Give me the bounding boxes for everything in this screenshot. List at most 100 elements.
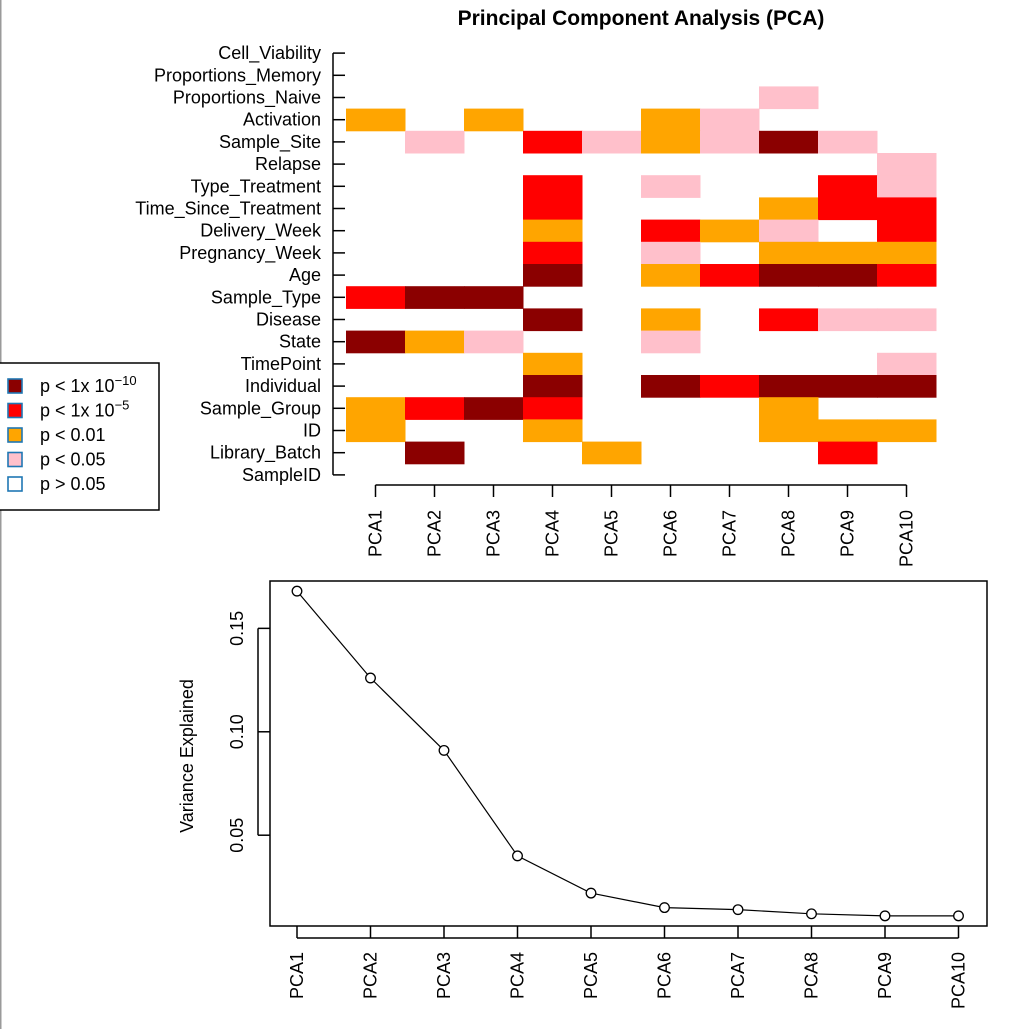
heatmap-cell <box>641 330 701 354</box>
heatmap-cell <box>464 330 524 354</box>
heatmap-cell <box>523 175 583 198</box>
heatmap-cell <box>641 175 701 198</box>
heatmap-cell <box>523 419 583 443</box>
heatmap-row-label: Type_Treatment <box>191 176 321 197</box>
legend-label: p < 0.01 <box>40 425 106 445</box>
heatmap-cell <box>877 219 937 243</box>
heatmap-cell <box>346 330 406 354</box>
legend-label: p > 0.05 <box>40 474 106 494</box>
variance-x-tick-label: PCA2 <box>361 952 381 999</box>
heatmap-y-axis: Cell_ViabilityProportions_MemoryProporti… <box>135 43 345 485</box>
heatmap-cell <box>700 264 760 287</box>
legend-swatch <box>7 427 23 443</box>
variance-point <box>438 744 450 756</box>
heatmap-cell <box>346 108 406 132</box>
legend-swatch <box>7 402 23 419</box>
heatmap-cell <box>818 375 878 398</box>
heatmap-cell <box>405 286 465 309</box>
heatmap-cell <box>641 130 701 154</box>
variance-x-tick-label: PCA8 <box>802 952 822 999</box>
heatmap-cell <box>818 419 878 443</box>
variance-point <box>879 910 891 922</box>
legend-label: p < 1x 10−5 <box>40 398 129 421</box>
heatmap-cell <box>877 308 937 332</box>
variance-y-axis: 0.05 0.10 0.15 <box>227 611 270 853</box>
variance-point <box>732 904 744 916</box>
heatmap-cell <box>759 264 819 287</box>
heatmap-cell <box>818 197 878 221</box>
heatmap-row-label: Proportions_Naive <box>173 88 321 109</box>
heatmap-cell <box>818 175 878 198</box>
heatmap-cell <box>700 375 760 398</box>
variance-x-tick-label: PCA10 <box>949 952 969 1009</box>
heatmap-cells <box>346 86 937 465</box>
heatmap-cell <box>405 397 465 420</box>
heatmap-cell <box>759 130 819 154</box>
heatmap-cell <box>877 375 937 398</box>
heatmap-cell <box>641 108 701 132</box>
heatmap-cell <box>877 175 937 198</box>
heatmap-row-label: Individual <box>245 376 321 396</box>
variance-x-tick-label: PCA7 <box>728 952 748 999</box>
heatmap-cell <box>405 330 465 354</box>
legend-label: p < 1x 10−10 <box>40 373 137 396</box>
heatmap-column-label: PCA7 <box>720 510 740 557</box>
variance-x-axis: PCA1 PCA2 PCA3 PCA4 PCA5 PCA6 PCA7 PCA8 PCA9 PCA1… <box>287 926 969 1009</box>
variance-point <box>365 672 376 684</box>
heatmap-cell <box>700 130 760 154</box>
heatmap-row-label: Pregnancy_Week <box>179 243 322 264</box>
heatmap-cell <box>877 419 937 443</box>
heatmap-row-label: Proportions_Memory <box>154 65 321 86</box>
heatmap-cell <box>759 241 819 265</box>
heatmap-cell <box>877 241 937 265</box>
heatmap-cell <box>641 219 701 243</box>
variance-point <box>806 908 817 920</box>
variance-point <box>953 910 964 922</box>
variance-x-tick-label: PCA4 <box>508 952 528 999</box>
heatmap-cell <box>346 286 406 309</box>
heatmap-row-label: Relapse <box>255 154 321 174</box>
heatmap-cell <box>641 308 701 332</box>
heatmap-cell <box>405 130 465 154</box>
heatmap-row-label: TimePoint <box>241 354 321 374</box>
heatmap-cell <box>700 219 760 243</box>
heatmap-cell <box>641 375 701 398</box>
heatmap-cell <box>818 241 878 265</box>
heatmap-legend: p < 1x 10−10p < 1x 10−5 p < 0.01 p < 0.05 p… <box>0 362 160 511</box>
variance-point <box>291 585 303 597</box>
heatmap-cell <box>877 153 937 176</box>
heatmap-row-label: Cell_Viability <box>218 43 321 64</box>
heatmap-row-label: State <box>279 332 321 352</box>
variance-x-tick-label: PCA5 <box>581 952 601 999</box>
heatmap-cell <box>759 308 819 332</box>
heatmap-cell <box>818 441 878 465</box>
heatmap-cell <box>523 219 583 243</box>
heatmap-cell <box>759 397 819 420</box>
heatmap-cell <box>523 264 583 287</box>
heatmap-x-axis: PCA1 PCA2 PCA3 PCA4 PCA5 PCA6 PCA7 PCA8 PCA9 PCA1… <box>366 484 917 567</box>
heatmap-column-label: PCA10 <box>897 510 917 567</box>
heatmap-cell <box>877 352 937 376</box>
heatmap-row-label: ID <box>303 421 321 441</box>
variance-line <box>296 590 959 917</box>
legend-box <box>0 362 160 511</box>
heatmap-column-label: PCA4 <box>543 510 563 557</box>
heatmap-column-label: PCA2 <box>425 510 445 557</box>
heatmap-column-label: PCA6 <box>661 510 681 557</box>
heatmap-cell <box>523 397 583 420</box>
heatmap-cell <box>582 441 642 465</box>
heatmap-cell <box>641 241 701 265</box>
heatmap-cell <box>818 308 878 332</box>
heatmap-cell <box>523 352 583 376</box>
heatmap-cell <box>818 130 878 154</box>
variance-point <box>585 887 597 899</box>
heatmap-row-label: Sample_Site <box>219 132 321 153</box>
heatmap-row-label: Activation <box>243 110 321 130</box>
heatmap-cell <box>346 419 406 443</box>
variance-point <box>512 850 523 862</box>
variance-y-tick-label: 0.10 <box>227 714 247 749</box>
heatmap-cell <box>464 286 524 309</box>
heatmap-cell <box>700 108 760 132</box>
heatmap-cell <box>346 397 406 420</box>
